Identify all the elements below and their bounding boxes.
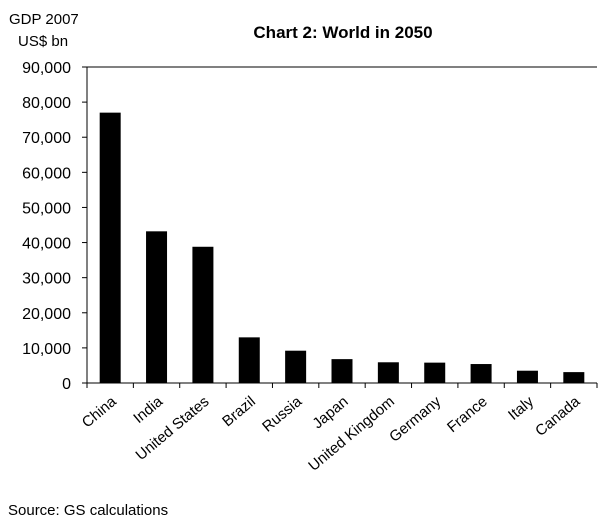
y-tick-label: 30,000: [22, 271, 71, 288]
x-tick-label: United Kingdom: [305, 393, 398, 475]
x-tick-label: Japan: [309, 393, 351, 432]
bar-italy: [516, 370, 538, 383]
bar-united-states: [192, 246, 214, 383]
x-tick-label: India: [130, 393, 166, 427]
y-tick-label: 60,000: [22, 165, 71, 182]
bar-united-kingdom: [377, 362, 399, 383]
y-tick-label: 0: [62, 376, 71, 393]
bar-russia: [285, 350, 307, 383]
y-tick-label: 50,000: [22, 200, 71, 217]
x-tick-label: Russia: [259, 393, 306, 436]
y-tick-label: 80,000: [22, 95, 71, 112]
bar-china: [99, 112, 121, 384]
x-tick-label: Brazil: [219, 393, 259, 430]
x-tick-label: Germany: [386, 393, 445, 446]
y-axis-label-line-2: US$ bn: [18, 33, 68, 50]
bar-france: [470, 364, 492, 383]
x-tick-label: Italy: [505, 393, 537, 424]
source-note: Source: GS calculations: [8, 502, 169, 519]
chart-title: Chart 2: World in 2050: [253, 23, 432, 42]
bar-india: [146, 231, 168, 383]
x-tick-label: Canada: [532, 393, 584, 440]
y-tick-label: 40,000: [22, 236, 71, 253]
bar-germany: [424, 362, 446, 383]
x-tick-label: France: [444, 393, 491, 436]
y-tick-label: 70,000: [22, 130, 71, 147]
y-axis-label-line-1: GDP 2007: [9, 11, 79, 28]
y-tick-label: 10,000: [22, 341, 71, 358]
bar-canada: [563, 372, 585, 383]
bar-chart: Chart 2: World in 2050 GDP 2007 US$ bn 0…: [9, 11, 598, 475]
bar-brazil: [238, 337, 260, 383]
plot-area: 0 10,000 20,000 30,000 40,000 50,000 60,000 70,…: [22, 60, 598, 475]
y-tick-label: 90,000: [22, 60, 71, 77]
bar-japan: [331, 359, 353, 383]
y-tick-label: 20,000: [22, 306, 71, 323]
x-tick-label: China: [79, 393, 120, 432]
